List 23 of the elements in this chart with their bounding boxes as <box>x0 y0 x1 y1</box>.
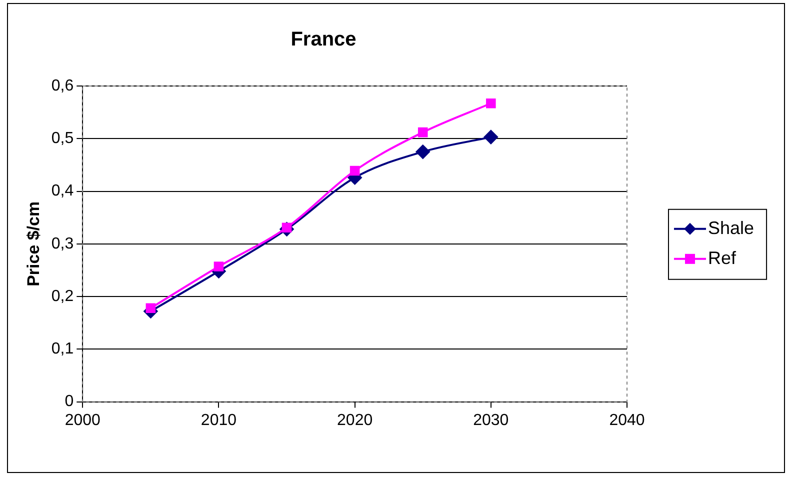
y-tick-label: 0,4 <box>51 182 74 200</box>
legend-label: Shale <box>708 218 754 238</box>
chart-title: France <box>290 28 356 51</box>
point <box>418 127 428 138</box>
x-tick-label: 2040 <box>609 412 645 429</box>
x-tick-label: 2030 <box>473 412 509 429</box>
point <box>486 98 496 108</box>
point <box>146 303 156 313</box>
y-tick-label: 0,3 <box>51 235 74 252</box>
y-tick-label: 0,6 <box>51 77 74 94</box>
y-tick-label: 0 <box>64 393 74 410</box>
y-axis-title: Price $/cm <box>24 201 43 286</box>
point <box>416 144 430 159</box>
y-tick-label: 0,5 <box>51 130 74 148</box>
y-tick-label: 0,1 <box>51 340 74 358</box>
point <box>484 130 498 144</box>
x-tick-label: 2010 <box>200 412 237 429</box>
legend-label: Ref <box>708 248 738 268</box>
point <box>214 262 224 272</box>
x-tick-label: 2000 <box>64 412 101 429</box>
y-tick-label: 0,2 <box>51 288 74 305</box>
x-tick-label: 2020 <box>337 412 373 429</box>
point <box>350 166 360 176</box>
